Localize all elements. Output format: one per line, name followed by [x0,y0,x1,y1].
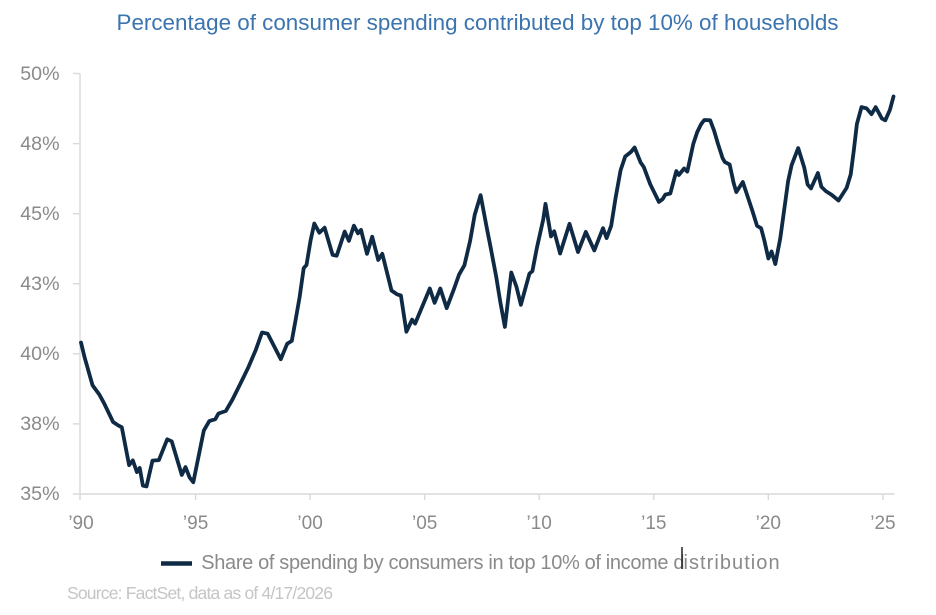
svg-text:’95: ’95 [183,513,208,534]
svg-text:’05: ’05 [412,513,437,534]
svg-text:istribution: istribution [684,552,781,574]
svg-text:Source: FactSet, data as of 4/: Source: FactSet, data as of 4/17/2026 [67,583,332,603]
svg-text:45%: 45% [20,203,59,225]
svg-text:’20: ’20 [756,513,781,534]
svg-text:Percentage of consumer spendin: Percentage of consumer spending contribu… [117,10,839,35]
svg-text:35%: 35% [20,483,59,505]
svg-text:’90: ’90 [68,513,93,534]
svg-text:43%: 43% [20,273,59,295]
svg-text:’10: ’10 [527,513,552,534]
svg-text:50%: 50% [20,63,59,85]
svg-text:38%: 38% [20,413,59,435]
svg-text:’25: ’25 [870,513,895,534]
svg-text:40%: 40% [20,343,59,365]
svg-text:48%: 48% [20,133,59,155]
svg-text:Share of spending by consumers: Share of spending by consumers in top 10… [201,552,684,574]
svg-text:’15: ’15 [641,513,666,534]
svg-text:’00: ’00 [297,513,322,534]
